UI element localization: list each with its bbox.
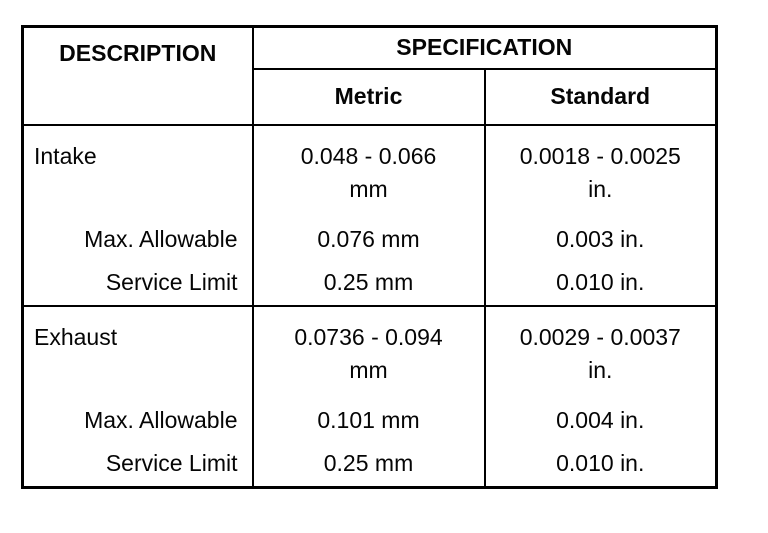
metric-value: 0.101 mm: [251, 398, 485, 442]
value-line: 0.004 in.: [556, 406, 645, 433]
row-label: Max. Allowable: [84, 225, 238, 252]
standard-value: 0.010 in.: [483, 260, 717, 306]
standard-value: 0.003 in.: [483, 217, 717, 261]
table-row: Exhaust 0.0736 - 0.094 mm 0.0029 - 0.003…: [23, 305, 717, 399]
row-label: Max. Allowable: [84, 406, 238, 433]
intake-section: Intake 0.048 - 0.066 mm 0.0018 - 0.0025 …: [23, 124, 717, 306]
value-unit: in.: [588, 356, 613, 383]
header-description: DESCRIPTION: [59, 40, 217, 66]
value-line: 0.010 in.: [556, 268, 645, 295]
metric-value: 0.25 mm: [251, 441, 485, 487]
row-label: Service Limit: [105, 268, 238, 295]
row-label: Exhaust: [34, 323, 118, 350]
value-line: 0.076 mm: [317, 225, 420, 252]
value-line: 0.0018 - 0.0025: [519, 142, 681, 169]
standard-value: 0.010 in.: [483, 441, 717, 487]
value-line: 0.003 in.: [556, 225, 645, 252]
value-line: 0.25 mm: [323, 268, 414, 295]
header-standard: Standard: [483, 68, 717, 125]
metric-value: 0.25 mm: [251, 260, 485, 306]
header-row-1: DESCRIPTION SPECIFICATION: [23, 26, 717, 70]
table-row: Service Limit 0.25 mm 0.010 in.: [23, 441, 717, 487]
value-unit: mm: [349, 356, 388, 383]
header-metric: Metric: [251, 68, 485, 125]
value-line: 0.048 - 0.066: [300, 142, 437, 169]
header-row-2: Metric Standard: [23, 68, 717, 125]
standard-value: 0.004 in.: [483, 398, 717, 442]
standard-value: 0.0018 - 0.0025 in.: [483, 124, 717, 218]
row-label: Intake: [34, 142, 97, 169]
value-unit: in.: [588, 175, 613, 202]
header-specification: SPECIFICATION: [251, 26, 717, 70]
table-header: DESCRIPTION SPECIFICATION Metric Standar…: [22, 26, 717, 125]
table-row: Service Limit 0.25 mm 0.010 in.: [23, 260, 717, 306]
standard-value: 0.0029 - 0.0037 in.: [483, 305, 717, 399]
value-line: 0.010 in.: [556, 449, 645, 476]
exhaust-section: Exhaust 0.0736 - 0.094 mm 0.0029 - 0.003…: [22, 305, 717, 487]
table-row: Max. Allowable 0.101 mm 0.004 in.: [23, 398, 717, 442]
row-label: Service Limit: [105, 449, 238, 476]
value-line: 0.0736 - 0.094: [294, 323, 443, 350]
specification-table: DESCRIPTION SPECIFICATION Metric Standar…: [21, 25, 719, 489]
value-unit: mm: [349, 175, 388, 202]
table-row: Max. Allowable 0.076 mm 0.003 in.: [23, 217, 717, 261]
metric-value: 0.076 mm: [251, 217, 485, 261]
table-row: Intake 0.048 - 0.066 mm 0.0018 - 0.0025 …: [23, 124, 717, 218]
metric-value: 0.048 - 0.066 mm: [251, 124, 485, 218]
value-line: 0.25 mm: [323, 449, 414, 476]
value-line: 0.0029 - 0.0037: [519, 323, 681, 350]
metric-value: 0.0736 - 0.094 mm: [251, 305, 485, 399]
value-line: 0.101 mm: [317, 406, 420, 433]
